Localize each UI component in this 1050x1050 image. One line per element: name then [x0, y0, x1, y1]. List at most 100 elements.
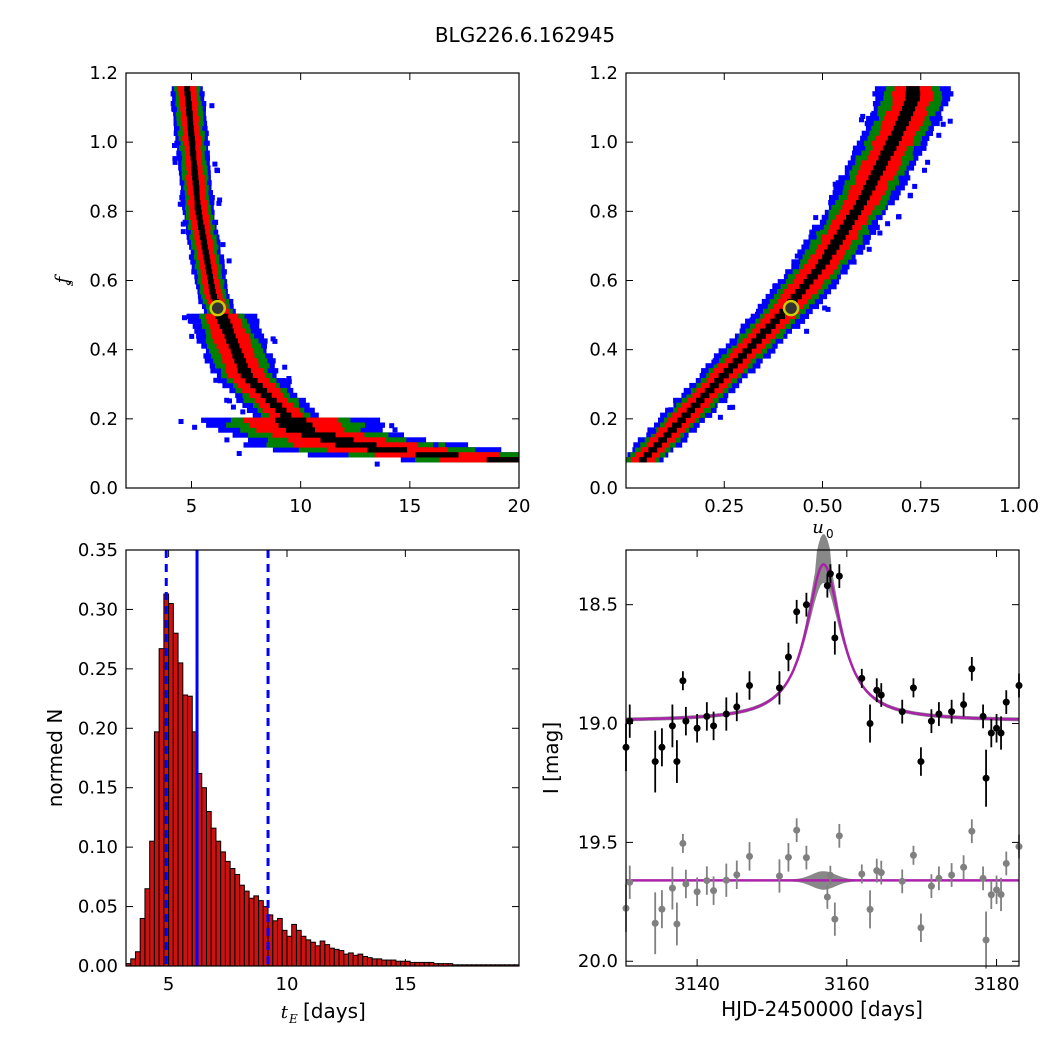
data-point [823, 582, 831, 590]
u0-fs-density-cell [731, 340, 737, 346]
data-point [651, 758, 659, 766]
data-point [626, 717, 634, 725]
u0-fs-density-cell [891, 130, 904, 136]
histogram-bar [319, 940, 326, 967]
u0-fs-density-cell [836, 229, 849, 235]
data-point [658, 743, 666, 751]
tE-fs-density-cell [272, 338, 278, 344]
u0-fs-density-cell [774, 313, 785, 319]
u0-fs-ytick-label: 0.4 [589, 340, 618, 361]
tE-fs-density-cell [205, 264, 212, 270]
residual-point [877, 869, 885, 877]
lightcurve-xlabel: HJD-2450000 [days] [721, 997, 923, 1021]
data-point [993, 724, 1001, 732]
data-point [898, 708, 906, 716]
u0-fs-density-cell [877, 230, 883, 236]
histogram-bar [333, 948, 340, 967]
u0-fs-density-cell [803, 279, 814, 285]
tE-fs-density-cell [320, 437, 354, 443]
tE-fs-density-cell [367, 447, 408, 453]
tE-fs-density-cell [216, 200, 222, 206]
tE-fs-density-cell [194, 195, 200, 201]
histogram-bar [130, 958, 136, 967]
histogram-bar [182, 694, 189, 967]
u0-fs-density-cell [832, 181, 838, 187]
u0-fs-density-cell [672, 422, 682, 428]
u0-fs-density-cell [827, 244, 840, 250]
u0-fs-density-cell [681, 412, 691, 418]
tE-fs-density-cell [209, 289, 216, 295]
u0-fs-xtick-label: 1.00 [999, 496, 1039, 517]
tE-fs-density-cell [230, 348, 242, 354]
histogram-ytick-label: 0.25 [78, 659, 118, 680]
u0-fs-density-cell [732, 358, 743, 364]
u0-fs-density-cell [855, 200, 867, 206]
u0-fs-ytick-label: 0.8 [589, 201, 618, 222]
tE-fs-density-cell [285, 427, 315, 433]
u0-fs-density-cell [755, 311, 760, 317]
tE-fs-density-cell [215, 168, 220, 174]
tE-fs-density-cell [197, 219, 204, 225]
tE-fs-density-cell [236, 363, 248, 369]
tE-fs-density-cell [209, 103, 215, 109]
u0-fs-density-cell [873, 165, 886, 171]
residual-point [775, 872, 783, 880]
tE-fs-ylabel-sub: s [62, 280, 76, 286]
u0-fs-density-cell [896, 214, 901, 220]
tE-fs-density-cell [227, 398, 232, 404]
histogram-ytick-label: 0.30 [78, 599, 118, 620]
data-point [982, 774, 990, 782]
data-point [917, 758, 925, 766]
histogram-bar [338, 950, 345, 967]
lightcurve-xtick-label: 3140 [674, 974, 720, 995]
residual-point [935, 874, 943, 882]
histogram-bar [371, 958, 378, 967]
u0-fs-density-cell [882, 145, 897, 151]
tE-fs-density-cell [185, 96, 191, 102]
tE-fs-density-cell [199, 234, 207, 240]
u0-fs-density-cell [912, 183, 918, 189]
u0-fs-density-cell [696, 397, 705, 404]
tE-fs-density-cell [195, 209, 202, 216]
tE-fs-density-cell [189, 145, 196, 151]
tE-fs-density-cell [392, 427, 398, 433]
data-point [909, 684, 917, 692]
tE-fs-density-cell [230, 404, 236, 410]
u0-fs-ytick-label: 1.0 [589, 132, 618, 153]
tE-fs-ytick-label: 0.4 [89, 340, 118, 361]
tE-fs-panel: 5 10 15 200.00.20.40.60.81.01.2fs [52, 63, 530, 517]
histogram-xtick-label: 10 [276, 974, 299, 995]
u0-fs-density-cell [858, 195, 870, 201]
residual-point [979, 874, 987, 882]
u0-fs-density-cell [922, 167, 927, 173]
tE-fs-density-cell [226, 338, 238, 344]
tE-fs-density-cell [192, 424, 198, 430]
histogram-bar [281, 929, 288, 967]
lightcurve-ytick-label: 20.0 [578, 951, 618, 972]
histogram-bar [158, 648, 165, 967]
u0-fs-xlabel-sub: 0 [826, 527, 834, 541]
u0-fs-density-cell [860, 113, 866, 119]
u0-fs-density-cell [846, 214, 859, 221]
histogram-bar [366, 957, 373, 967]
tE-fs-density-cell [236, 451, 242, 456]
u0-fs-density-cell [790, 293, 802, 300]
data-point [826, 570, 834, 578]
tE-fs-density-cell [224, 437, 230, 443]
tE-fs-density-cell [182, 315, 187, 321]
tE-fs-density-cell [184, 86, 191, 92]
tE-fs-density-cell [374, 461, 380, 467]
u0-fs-density-cell [795, 289, 806, 295]
tE-fs-density-cell [237, 368, 251, 374]
u0-fs-density-cell [853, 204, 864, 211]
u0-fs-density-cell [876, 160, 888, 166]
histogram-bar [390, 959, 397, 967]
tE-fs-density-cell [189, 333, 195, 339]
tE-fs-density-cell [180, 229, 186, 235]
u0-fs-density-cell [863, 185, 876, 191]
u0-fs-density-cell [677, 417, 686, 423]
data-point [835, 572, 843, 580]
histogram-bar [272, 920, 279, 967]
u0-fs-density-cell [885, 221, 891, 227]
u0-fs-density-cell [747, 343, 757, 349]
